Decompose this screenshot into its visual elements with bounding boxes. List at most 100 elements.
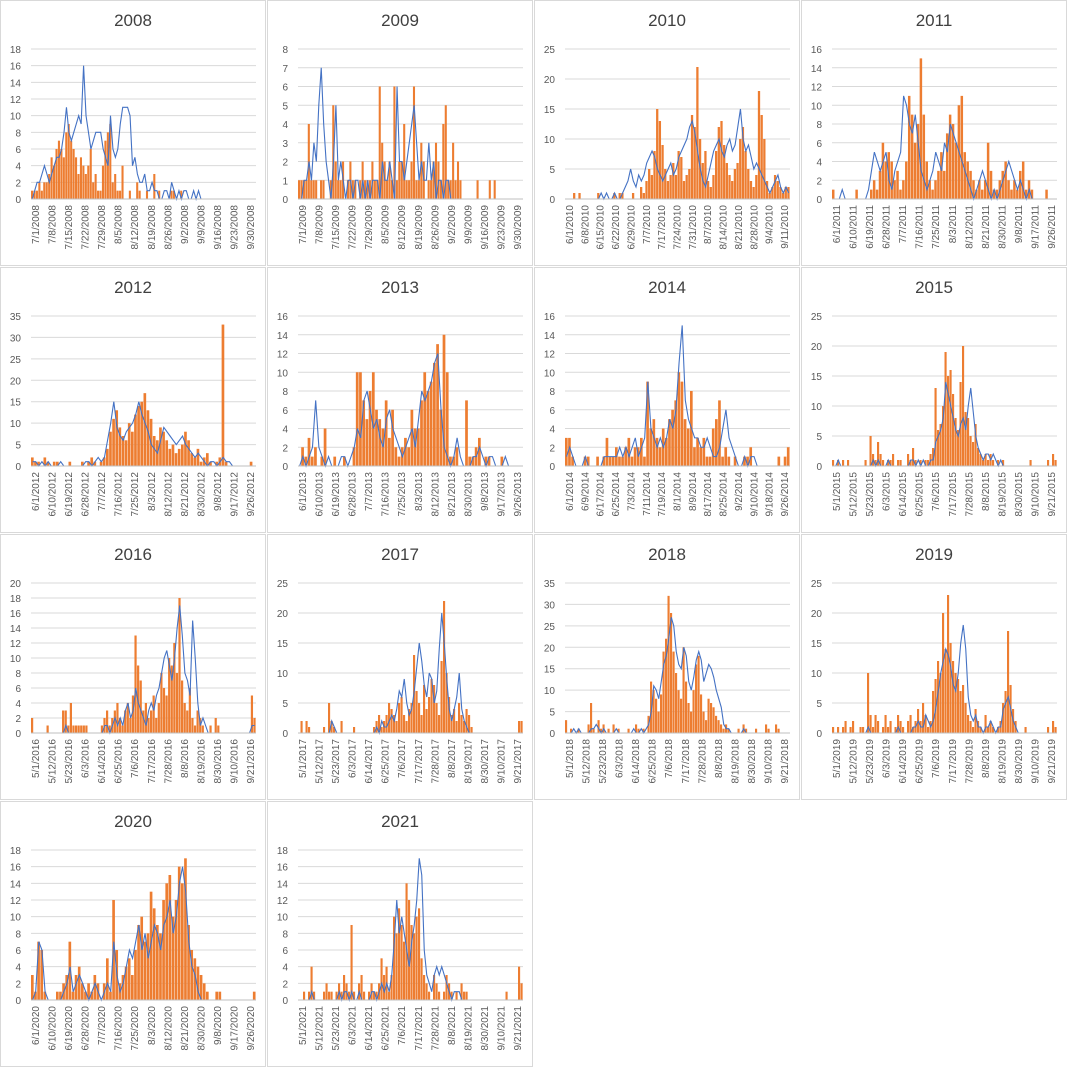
bar [371, 372, 375, 466]
bar [881, 142, 885, 199]
bar [75, 157, 78, 199]
x-tick-label: 6/1/2012 [31, 472, 42, 511]
bar [571, 456, 574, 467]
bar [427, 180, 430, 199]
bar [450, 715, 453, 733]
bar [992, 460, 995, 466]
bar [147, 718, 150, 733]
x-tick-label: 8/3/2013 [414, 472, 425, 511]
x-tick-label: 7/22/2009 [348, 205, 359, 250]
x-tick-label: 6/8/2010 [580, 205, 591, 244]
x-tick-label: 6/1/2013 [298, 472, 309, 511]
bar [426, 391, 430, 466]
chart-title: 2011 [915, 11, 953, 30]
x-tick-label: 7/7/2010 [642, 205, 653, 244]
x-tick-label: 8/21/2012 [180, 472, 191, 517]
bar [650, 175, 653, 199]
bar [143, 393, 147, 466]
chart-panel-2021: 2021 0 2 4 6 8 10 12 14 16 18 5/1/2021 5/12/2021 5/23… [267, 801, 533, 1067]
x-tick-label: 7/29/2009 [364, 205, 375, 250]
x-tick-label: 9/17/2012 [230, 472, 241, 517]
x-tick-label: 5/23/2019 [865, 739, 876, 784]
y-tick-label: 18 [10, 846, 22, 857]
bar [181, 883, 184, 1000]
bar [348, 991, 351, 1000]
bar [945, 133, 949, 200]
bar [390, 975, 393, 1000]
bar [964, 703, 967, 733]
bar [518, 721, 521, 733]
bar [693, 447, 696, 466]
x-tick-label: 7/25/2013 [397, 472, 408, 517]
y-tick-label: 16 [277, 863, 289, 874]
x-tick-label: 6/28/2012 [81, 472, 92, 517]
bar [739, 139, 742, 199]
bar [368, 391, 372, 466]
bar [743, 456, 746, 467]
bar [943, 170, 946, 200]
y-tick-label: 10 [277, 669, 289, 680]
bar [661, 145, 664, 199]
bar [934, 180, 937, 199]
bar [142, 710, 145, 733]
x-tick-label: 9/10/2016 [230, 739, 241, 784]
bar [184, 431, 187, 466]
x-tick-label: 7/6/2021 [397, 1006, 408, 1045]
x-tick-label: 8/9/2014 [688, 472, 699, 511]
bar [300, 721, 303, 733]
bar [907, 721, 910, 733]
bar [430, 180, 433, 199]
x-tick-label: 6/3/2015 [882, 472, 893, 511]
x-tick-label: 9/26/2012 [246, 472, 257, 517]
chart-svg: 0 5 10 15 20 25 5/1/2019 5/12/2019 5/23/2019 6/3/… [811, 579, 1058, 784]
bar [121, 165, 124, 199]
x-tick-label: 6/3/2021 [348, 1006, 359, 1045]
bar [46, 725, 49, 733]
bar [398, 908, 401, 1000]
bar [395, 180, 398, 199]
bar [611, 456, 615, 467]
bar [111, 182, 114, 199]
bar [412, 86, 416, 199]
bar [864, 460, 867, 466]
y-tick-label: 6 [282, 946, 288, 957]
bar [934, 679, 937, 733]
x-tick-label: 8/8/2019 [981, 739, 992, 778]
bar [124, 966, 128, 1000]
y-tick-label: 2 [816, 176, 822, 187]
bar [404, 437, 407, 467]
bar [715, 151, 718, 199]
bar [140, 916, 144, 1000]
bar [214, 718, 217, 733]
bar [768, 193, 771, 199]
bar [859, 727, 862, 733]
bar [702, 437, 706, 467]
x-tick-label: 7/16/2011 [915, 205, 926, 249]
x-tick-label: 7/16/2013 [381, 472, 392, 517]
chart-svg: 0 2 4 6 8 10 12 14 16 18 6/1/2020 6/10/2020 6/19/202… [10, 846, 257, 1051]
x-tick-label: 8/30/2016 [213, 739, 224, 784]
bar [979, 454, 982, 466]
x-tick-label: 8/12/2009 [397, 205, 408, 250]
bar [1007, 631, 1010, 733]
y-tick-label: 8 [549, 387, 555, 398]
chart-title: 2009 [381, 11, 419, 30]
x-tick-label: 5/12/2016 [48, 739, 59, 784]
y-tick-label: 5 [282, 699, 288, 710]
bar [74, 975, 78, 1000]
x-tick-label: 9/8/2013 [480, 472, 491, 511]
bar [869, 189, 873, 200]
bar [924, 460, 927, 466]
y-tick-label: 0 [15, 729, 21, 740]
bar [449, 180, 452, 199]
x-tick-label: 8/19/2017 [463, 739, 474, 784]
bar [300, 180, 303, 199]
bar [378, 715, 381, 733]
x-tick-label: 6/25/2016 [114, 739, 125, 784]
bar [48, 174, 51, 199]
bar [34, 461, 37, 466]
x-tick-label: 8/30/2020 [196, 1006, 207, 1051]
bar [165, 440, 169, 466]
bar [957, 679, 960, 733]
bar [964, 412, 967, 466]
